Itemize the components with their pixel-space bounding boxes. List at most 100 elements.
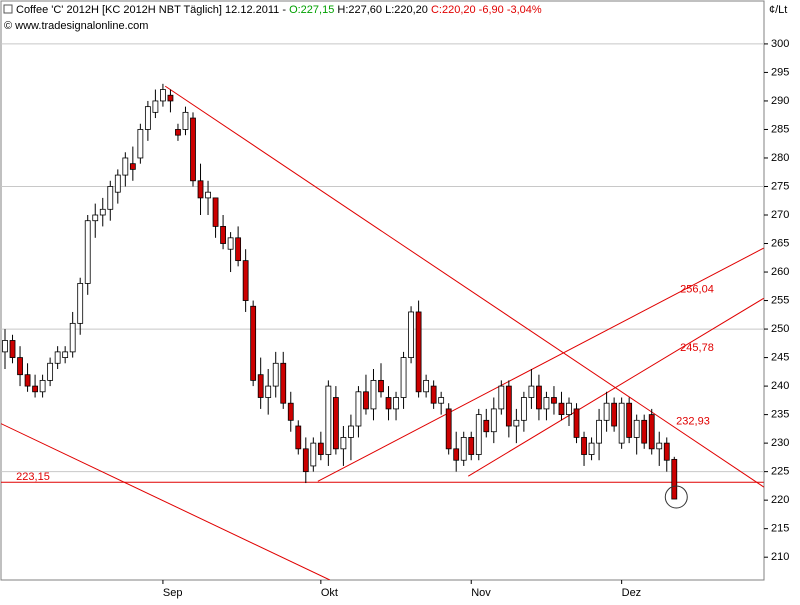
candle-body	[129, 163, 136, 170]
candle-body	[656, 442, 663, 450]
candle-body	[242, 260, 249, 301]
candle-body	[39, 379, 46, 393]
candle-body	[633, 419, 640, 438]
candle-body	[520, 397, 527, 421]
line-label: 245,78	[680, 342, 714, 354]
candle-body	[475, 414, 482, 455]
candle-body	[663, 442, 670, 461]
candle-body	[581, 437, 587, 455]
candle-body	[483, 419, 490, 433]
y-tick-label: 235	[771, 409, 789, 421]
candle-body	[77, 283, 84, 324]
line-label: 232,93	[676, 415, 710, 427]
candle-body	[62, 351, 69, 358]
grid	[1, 43, 764, 473]
candle-body	[160, 89, 166, 102]
candle-body	[415, 311, 422, 393]
chart-title: Coffee 'C' 2012H [KC 2012H NBT Täglich] …	[16, 4, 542, 16]
candle-body	[378, 379, 384, 393]
candle-body	[272, 362, 279, 387]
y-tick-label: 255	[771, 294, 789, 306]
candle-body	[69, 322, 76, 353]
candle-body	[235, 237, 242, 262]
y-tick-label: 290	[771, 95, 789, 107]
candle-body	[551, 397, 557, 404]
candle-body	[99, 208, 106, 216]
x-tick-label: Dez	[622, 587, 642, 599]
candle-body	[385, 397, 392, 410]
candle-body	[528, 385, 535, 398]
y-tick-label: 295	[771, 66, 789, 78]
icon	[3, 4, 13, 14]
marks	[1, 83, 764, 580]
candle-body	[152, 100, 159, 113]
candle-body	[363, 391, 369, 410]
candle-body	[445, 408, 452, 450]
candle-body	[107, 186, 114, 210]
axis: 210 215 220 225 230 235 240 245 250 255 260 265 270 2…	[16, 38, 789, 599]
candle-body	[317, 442, 324, 455]
candle-body	[430, 385, 437, 404]
candle-body	[400, 357, 407, 398]
candle-body	[393, 397, 399, 410]
y-tick-label: 280	[771, 152, 789, 164]
candle-body	[566, 402, 572, 416]
candle-body	[370, 379, 377, 410]
x-tick-label: Sep	[163, 587, 183, 599]
candle-body	[543, 397, 550, 410]
candle-body	[355, 391, 362, 427]
candle-body	[498, 385, 505, 410]
candle-body	[505, 385, 512, 427]
plot-area	[0, 0, 765, 581]
chart-subtitle: © www.tradesignalonline.com	[4, 20, 148, 32]
candle-body	[114, 174, 121, 193]
candle-body	[24, 374, 31, 387]
x-tick-label: Nov	[471, 587, 491, 599]
candle-body	[182, 111, 189, 130]
candle-body	[92, 214, 99, 222]
candle-body	[671, 458, 678, 500]
candle-body	[340, 437, 347, 450]
candle-body	[250, 305, 257, 381]
trend-line	[467, 297, 764, 477]
y-tick-label: 240	[771, 380, 789, 392]
y-tick-label: 210	[771, 551, 789, 563]
candle-body	[54, 351, 61, 364]
candle-body	[122, 157, 129, 176]
y-tick-label: 250	[771, 323, 789, 335]
candle-body	[302, 448, 309, 473]
candle-body	[144, 106, 151, 130]
line-label: 256,04	[680, 284, 714, 296]
x-tick-label: Okt	[321, 587, 338, 599]
candle-body	[2, 340, 8, 353]
candle-body	[287, 402, 294, 421]
candle-body	[47, 362, 54, 381]
y-tick-label: 220	[771, 494, 789, 506]
candle-body	[536, 385, 542, 410]
candle-body	[84, 220, 91, 284]
candle-body	[573, 408, 580, 438]
candle-body	[17, 357, 23, 376]
highlight-circle	[664, 485, 688, 509]
y-tick-label: 270	[771, 209, 789, 221]
candle-body	[280, 362, 287, 404]
y-tick-label: 265	[771, 237, 789, 249]
trend-line	[317, 247, 764, 482]
candle-body	[596, 419, 602, 444]
candle-body	[648, 414, 655, 450]
candle-body	[641, 419, 648, 444]
candle-body	[137, 129, 144, 159]
line-label: 223,15	[16, 471, 50, 483]
candle-body	[205, 191, 211, 199]
candle-body	[167, 94, 174, 102]
candle-body	[310, 442, 317, 467]
candle-body	[197, 180, 204, 199]
y-tick-label: 225	[771, 466, 789, 478]
candle-body	[453, 448, 460, 461]
y-tick-label: 245	[771, 351, 789, 363]
candle-body	[265, 385, 272, 398]
candle-body	[626, 402, 633, 438]
candle-body	[190, 117, 196, 182]
candle-body	[460, 437, 467, 461]
candle-body	[9, 340, 16, 358]
